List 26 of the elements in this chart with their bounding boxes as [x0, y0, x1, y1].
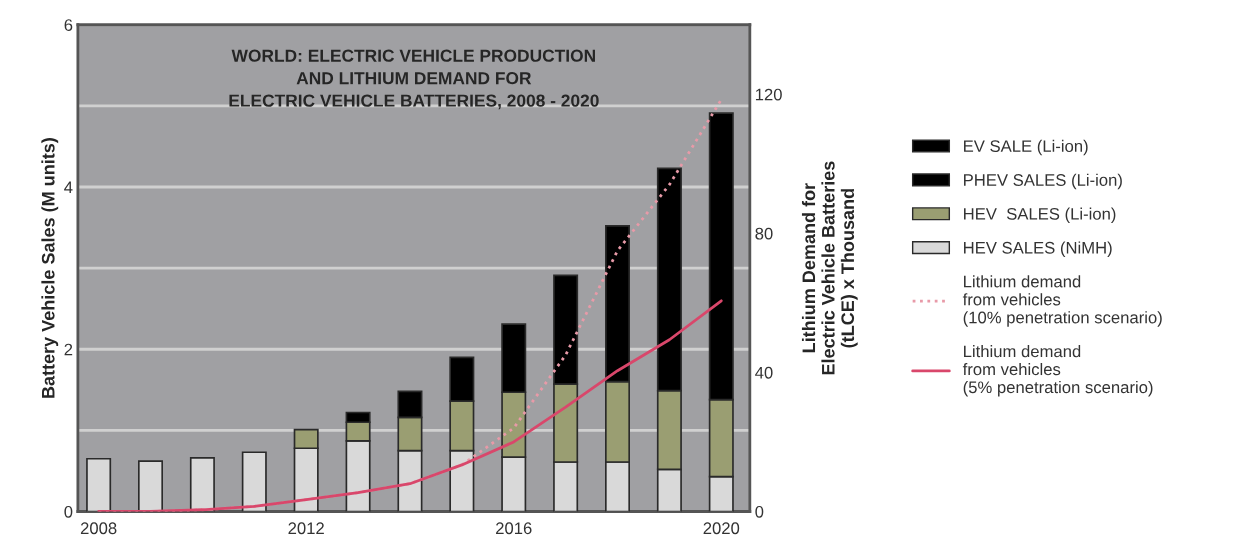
y2-tick-label: 80 [755, 227, 773, 240]
y2-axis-title: Lithium Demand for Electric Vehicle Batteries (tLCE) x Thousand [801, 161, 858, 375]
legend-label: PHEV SALES (Li-ion) [964, 173, 1122, 190]
y2-tick-label: 40 [755, 366, 773, 379]
legend-label: HEV SALES (NiMH) [964, 241, 1112, 257]
legend-label: Lithium demand from vehicles (10% penetration scenario) [962, 275, 1162, 327]
y-tick-label: 6 [64, 19, 73, 31]
legend-label: EV SALE (Li-ion) [964, 139, 1088, 156]
y2-tick-label: 120 [755, 88, 782, 101]
line-series [97, 299, 723, 512]
x-tick-label: 2012 [288, 522, 324, 535]
y2-tick-label: 0 [755, 505, 764, 518]
y-tick-label: 4 [64, 181, 73, 194]
text: WORLD: ELECTRIC VEHICLE PRODUCTION AND LITHIUM DEMAND FOR ELECTRIC VEHICLE BATTERIES, 2008 - 2020 [229, 49, 599, 110]
bar [138, 460, 164, 512]
legend-label: HEV SALES (Li-ion) [964, 207, 1116, 224]
bar [189, 457, 215, 512]
bar [241, 451, 267, 512]
legend-label: Lithium demand from vehicles (5% penetration scenario) [962, 345, 1153, 397]
x-tick-label: 2016 [496, 522, 532, 535]
bar [86, 457, 112, 512]
y-tick-label: 0 [64, 505, 73, 518]
x-tick-label: 2008 [80, 522, 117, 535]
y-axis-title: Battery Vehicle Sales (M units) [41, 138, 59, 398]
x-tick-label: 2020 [703, 522, 740, 535]
y-tick-label: 2 [64, 343, 73, 356]
